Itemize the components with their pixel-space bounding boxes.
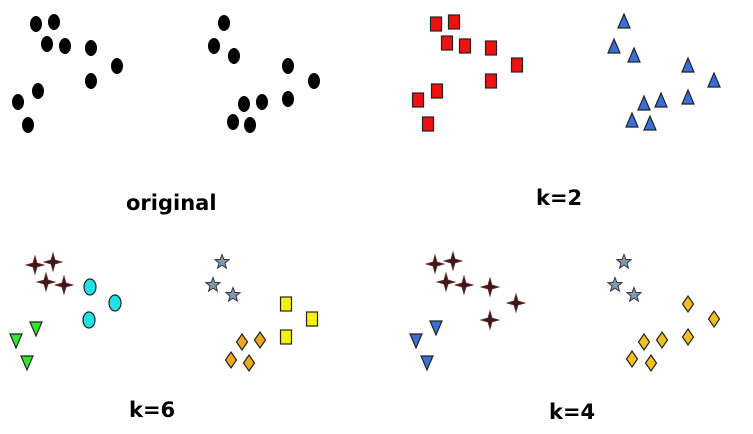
k6-cluster-5-square xyxy=(279,296,293,312)
k4-cluster-3-star xyxy=(606,276,624,293)
k6-cluster-6-diamond xyxy=(242,353,256,373)
k6-cluster-5-square xyxy=(305,311,319,327)
k2-cluster-2-triangle xyxy=(681,56,695,73)
k2-cluster-2-triangle xyxy=(681,88,695,105)
original-point xyxy=(30,16,42,32)
k2-cluster-2-triangle xyxy=(643,114,657,131)
k2-cluster-1-square xyxy=(458,38,472,54)
k4-cluster-4-diamond xyxy=(681,327,695,347)
k2-cluster-2-triangle xyxy=(627,46,641,63)
label-k4: k=4 xyxy=(549,400,596,424)
label-k6: k=6 xyxy=(129,398,176,422)
k6-cluster-2-ellipse xyxy=(82,311,96,329)
k6-cluster-2-ellipse xyxy=(83,278,97,296)
original-point xyxy=(208,38,220,54)
original-point xyxy=(308,73,320,89)
k4-cluster-4-diamond xyxy=(644,353,658,373)
k2-cluster-2-triangle xyxy=(637,94,651,111)
k6-cluster-1-star xyxy=(53,274,75,296)
original-point xyxy=(218,15,230,31)
k2-cluster-1-square xyxy=(484,73,498,89)
original-point xyxy=(256,94,268,110)
original-point xyxy=(12,94,24,110)
k6-cluster-3-triangle xyxy=(20,355,34,372)
k6-cluster-5-square xyxy=(279,329,293,345)
k4-cluster-4-diamond xyxy=(625,349,639,369)
k2-cluster-1-square xyxy=(484,40,498,56)
k6-cluster-4-star xyxy=(204,276,222,293)
original-point xyxy=(244,117,256,133)
k4-cluster-1-star xyxy=(453,274,475,296)
k6-cluster-4-star xyxy=(213,253,231,270)
k6-cluster-1-star xyxy=(24,254,46,276)
k4-cluster-1-star xyxy=(505,292,527,314)
original-point xyxy=(48,14,60,30)
k4-cluster-1-star xyxy=(442,250,464,272)
k6-cluster-1-star xyxy=(35,271,57,293)
k2-cluster-1-square xyxy=(429,16,443,32)
k4-cluster-2-triangle xyxy=(409,333,423,350)
k2-cluster-2-triangle xyxy=(617,12,631,29)
original-point xyxy=(228,48,240,64)
label-k2: k=2 xyxy=(536,186,583,210)
k2-cluster-2-triangle xyxy=(607,37,621,54)
original-point xyxy=(22,117,34,133)
k2-cluster-1-square xyxy=(440,35,454,51)
original-point xyxy=(227,114,239,130)
k6-cluster-4-star xyxy=(224,286,242,303)
k2-cluster-1-square xyxy=(430,83,444,99)
k4-cluster-4-diamond xyxy=(707,309,721,329)
k4-cluster-4-diamond xyxy=(655,330,669,350)
k2-cluster-2-triangle xyxy=(625,111,639,128)
k4-cluster-1-star xyxy=(479,276,501,298)
k6-cluster-6-diamond xyxy=(224,350,238,370)
k6-cluster-6-diamond xyxy=(253,330,267,350)
k4-cluster-1-star xyxy=(479,309,501,331)
original-point xyxy=(282,58,294,74)
original-point xyxy=(85,73,97,89)
k6-cluster-3-triangle xyxy=(9,333,23,350)
k4-cluster-4-diamond xyxy=(681,294,695,314)
original-point xyxy=(282,91,294,107)
original-point xyxy=(85,40,97,56)
original-point xyxy=(59,38,71,54)
label-original: original xyxy=(126,191,217,215)
k4-cluster-1-star xyxy=(435,271,457,293)
k2-cluster-1-square xyxy=(411,92,425,108)
k2-cluster-1-square xyxy=(510,57,524,73)
original-point xyxy=(238,96,250,112)
k2-cluster-1-square xyxy=(421,116,435,132)
k6-cluster-1-star xyxy=(42,251,64,273)
k4-cluster-1-star xyxy=(424,253,446,275)
k6-cluster-3-triangle xyxy=(29,321,43,338)
k6-cluster-6-diamond xyxy=(235,332,249,352)
k2-cluster-2-triangle xyxy=(654,91,668,108)
k4-cluster-3-star xyxy=(615,253,633,270)
k4-cluster-4-diamond xyxy=(637,332,651,352)
k2-cluster-2-triangle xyxy=(707,71,721,88)
original-point xyxy=(111,58,123,74)
original-point xyxy=(41,36,53,52)
k4-cluster-2-triangle xyxy=(420,355,434,372)
k4-cluster-3-star xyxy=(625,286,643,303)
k6-cluster-2-ellipse xyxy=(108,294,122,312)
k4-cluster-2-triangle xyxy=(429,320,443,337)
k2-cluster-1-square xyxy=(447,14,461,30)
original-point xyxy=(32,83,44,99)
